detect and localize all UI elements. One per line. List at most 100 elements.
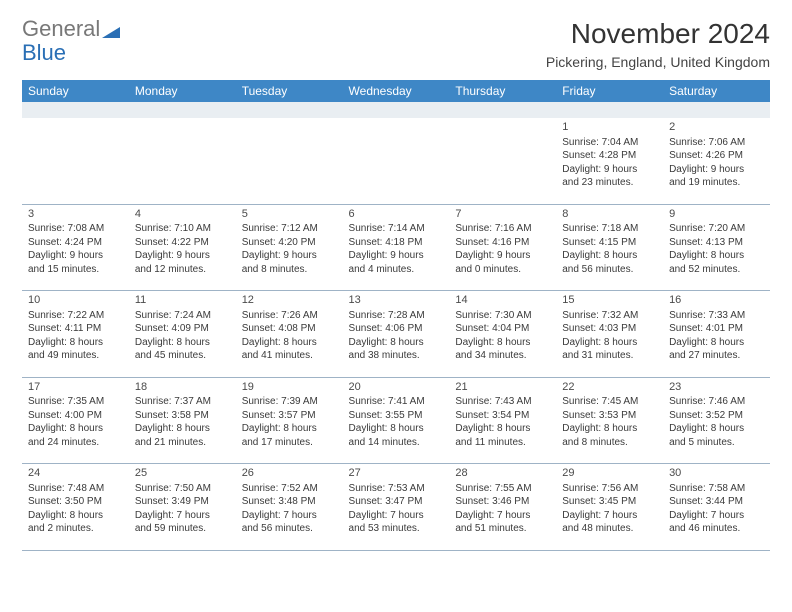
weekday-header: Saturday [663,80,770,102]
day-cell: 11Sunrise: 7:24 AMSunset: 4:09 PMDayligh… [129,291,236,377]
day-cell: 6Sunrise: 7:14 AMSunset: 4:18 PMDaylight… [343,205,450,291]
day-number: 27 [349,466,444,481]
day-number: 7 [455,207,550,222]
day-info-line: Daylight: 8 hours [28,422,123,436]
day-info-line: Sunset: 3:53 PM [562,409,657,423]
day-info-line: Sunrise: 7:08 AM [28,222,123,236]
week-row: 1Sunrise: 7:04 AMSunset: 4:28 PMDaylight… [22,118,770,204]
day-info-line: Daylight: 9 hours [28,249,123,263]
day-cell [22,118,129,204]
logo-triangle-icon [102,20,120,42]
day-info-line: Sunset: 4:24 PM [28,236,123,250]
day-info-line: Daylight: 8 hours [28,336,123,350]
day-info-line: Sunrise: 7:52 AM [242,482,337,496]
day-number: 9 [669,207,764,222]
day-number: 2 [669,120,764,135]
day-info-line: Sunrise: 7:28 AM [349,309,444,323]
day-cell: 27Sunrise: 7:53 AMSunset: 3:47 PMDayligh… [343,464,450,550]
day-info-line: and 49 minutes. [28,349,123,363]
day-info-line: Sunrise: 7:22 AM [28,309,123,323]
day-info-line: and 56 minutes. [562,263,657,277]
day-number: 16 [669,293,764,308]
weekday-header: Wednesday [343,80,450,102]
day-info-line: Daylight: 7 hours [242,509,337,523]
day-info-line: Sunrise: 7:43 AM [455,395,550,409]
day-info-line: and 0 minutes. [455,263,550,277]
day-info-line: Sunset: 3:44 PM [669,495,764,509]
day-number: 8 [562,207,657,222]
day-info-line: Sunset: 4:04 PM [455,322,550,336]
day-info-line: Sunset: 3:48 PM [242,495,337,509]
day-info-line: Sunset: 3:54 PM [455,409,550,423]
day-cell: 7Sunrise: 7:16 AMSunset: 4:16 PMDaylight… [449,205,556,291]
day-number: 18 [135,380,230,395]
day-info-line: and 21 minutes. [135,436,230,450]
day-info-line: Sunrise: 7:04 AM [562,136,657,150]
day-info-line: Daylight: 7 hours [455,509,550,523]
day-cell: 23Sunrise: 7:46 AMSunset: 3:52 PMDayligh… [663,378,770,464]
day-number: 21 [455,380,550,395]
day-number: 30 [669,466,764,481]
day-number: 10 [28,293,123,308]
day-cell: 22Sunrise: 7:45 AMSunset: 3:53 PMDayligh… [556,378,663,464]
day-info-line: Sunrise: 7:33 AM [669,309,764,323]
day-info-line: Sunset: 4:09 PM [135,322,230,336]
day-info-line: Daylight: 8 hours [562,249,657,263]
day-info-line: Daylight: 8 hours [669,422,764,436]
header: General Blue November 2024 Pickering, En… [22,18,770,70]
day-info-line: Sunrise: 7:48 AM [28,482,123,496]
day-number: 23 [669,380,764,395]
day-info-line: Daylight: 9 hours [455,249,550,263]
day-info-line: Daylight: 8 hours [455,336,550,350]
day-info-line: and 23 minutes. [562,176,657,190]
day-info-line: Sunrise: 7:16 AM [455,222,550,236]
day-info-line: Daylight: 7 hours [562,509,657,523]
day-cell [343,118,450,204]
day-number: 11 [135,293,230,308]
day-cell: 5Sunrise: 7:12 AMSunset: 4:20 PMDaylight… [236,205,343,291]
day-info-line: Sunrise: 7:18 AM [562,222,657,236]
day-cell: 2Sunrise: 7:06 AMSunset: 4:26 PMDaylight… [663,118,770,204]
day-info-line: Daylight: 9 hours [135,249,230,263]
day-number: 12 [242,293,337,308]
day-info-line: and 31 minutes. [562,349,657,363]
day-cell: 12Sunrise: 7:26 AMSunset: 4:08 PMDayligh… [236,291,343,377]
day-cell: 9Sunrise: 7:20 AMSunset: 4:13 PMDaylight… [663,205,770,291]
day-info-line: Sunrise: 7:20 AM [669,222,764,236]
day-number: 22 [562,380,657,395]
day-info-line: Daylight: 8 hours [349,336,444,350]
day-info-line: and 34 minutes. [455,349,550,363]
day-info-line: Sunrise: 7:45 AM [562,395,657,409]
day-info-line: Sunrise: 7:55 AM [455,482,550,496]
day-number: 25 [135,466,230,481]
day-number: 14 [455,293,550,308]
day-info-line: Sunset: 3:52 PM [669,409,764,423]
day-info-line: Daylight: 8 hours [562,336,657,350]
day-info-line: and 17 minutes. [242,436,337,450]
weekday-header: Monday [129,80,236,102]
day-info-line: and 53 minutes. [349,522,444,536]
logo-word-1: General [22,16,100,41]
day-info-line: Sunset: 4:03 PM [562,322,657,336]
day-number: 28 [455,466,550,481]
day-cell: 29Sunrise: 7:56 AMSunset: 3:45 PMDayligh… [556,464,663,550]
day-number: 6 [349,207,444,222]
day-info-line: Daylight: 9 hours [349,249,444,263]
weekday-header: Friday [556,80,663,102]
day-info-line: Sunset: 4:00 PM [28,409,123,423]
day-info-line: Sunset: 3:46 PM [455,495,550,509]
day-info-line: Sunrise: 7:50 AM [135,482,230,496]
day-info-line: Daylight: 9 hours [669,163,764,177]
day-cell [449,118,556,204]
day-number: 3 [28,207,123,222]
day-info-line: Sunrise: 7:32 AM [562,309,657,323]
day-info-line: Sunset: 3:50 PM [28,495,123,509]
day-info-line: and 12 minutes. [135,263,230,277]
day-cell: 4Sunrise: 7:10 AMSunset: 4:22 PMDaylight… [129,205,236,291]
day-info-line: Daylight: 8 hours [135,336,230,350]
day-info-line: Sunrise: 7:14 AM [349,222,444,236]
day-number: 4 [135,207,230,222]
calendar-body: 1Sunrise: 7:04 AMSunset: 4:28 PMDaylight… [22,118,770,551]
week-row: 3Sunrise: 7:08 AMSunset: 4:24 PMDaylight… [22,205,770,291]
day-info-line: Sunset: 3:58 PM [135,409,230,423]
